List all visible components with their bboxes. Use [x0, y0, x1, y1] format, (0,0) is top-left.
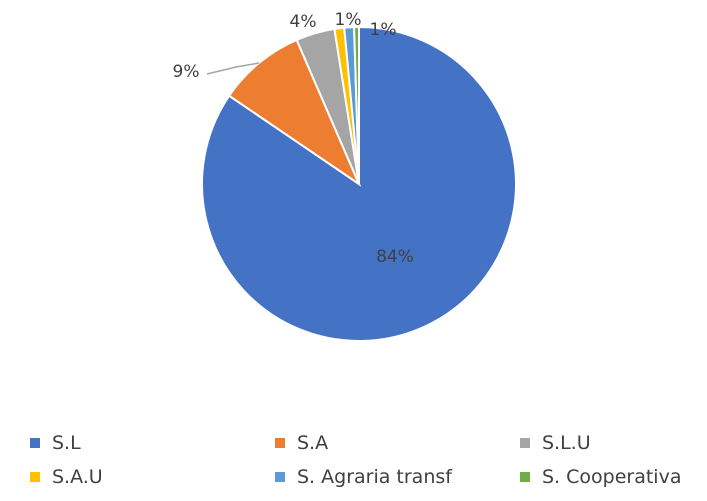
legend-label-sl: S.L: [52, 432, 81, 454]
legend-swatch-sl: [30, 438, 40, 448]
legend-swatch-sau: [30, 472, 40, 482]
legend-item-cooperativa: S. Cooperativa: [520, 466, 681, 488]
leader-line-sa: [206, 62, 260, 75]
legend-label-sa: S.A: [297, 432, 329, 454]
data-label-sl: 84%: [376, 247, 414, 267]
pie-slice-cooperativa: [353, 25, 360, 185]
legend-item-slu: S.L.U: [520, 432, 591, 454]
data-label-slu: 4%: [290, 12, 317, 32]
legend-item-sau: S.A.U: [30, 466, 103, 488]
legend-label-agraria: S. Agraria transf: [297, 466, 452, 488]
legend-item-sl: S.L: [30, 432, 81, 454]
legend-swatch-agraria: [275, 472, 285, 482]
legend-item-sa: S.A: [275, 432, 328, 454]
data-label-sau: 1%: [335, 10, 362, 30]
legend-label-cooperativa: S. Cooperativa: [542, 466, 682, 488]
pie-slice-sl: [201, 25, 517, 342]
data-label-sa: 9%: [173, 62, 200, 82]
legend: S.L S.A S.L.U S.A.U S. Agraria transf S.…: [0, 418, 707, 498]
legend-swatch-cooperativa: [520, 472, 530, 482]
legend-label-slu: S.L.U: [542, 432, 591, 454]
pie-svg: 84% 9% 4% 1% 1%: [173, 10, 517, 342]
data-label-agraria: 1%: [370, 20, 397, 40]
pie-slice-sa: [227, 38, 362, 187]
legend-label-sau: S.A.U: [52, 466, 103, 488]
legend-item-agraria: S. Agraria transf: [275, 466, 452, 488]
legend-swatch-sa: [275, 438, 285, 448]
legend-swatch-slu: [520, 438, 530, 448]
